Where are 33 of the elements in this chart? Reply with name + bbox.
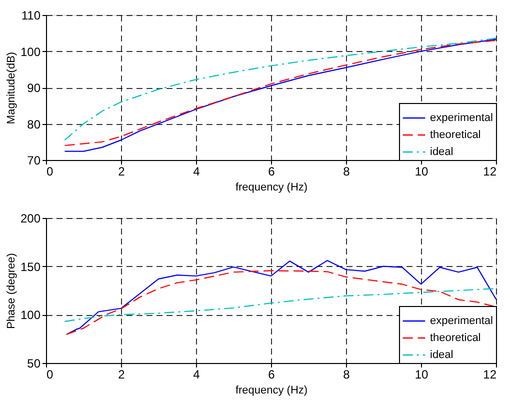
x-tick-label: 10 [414,164,428,178]
y-tick-label: 70 [27,154,41,168]
x-tick-label: 8 [343,164,350,178]
y-tick-label: 90 [27,81,41,95]
x-tick-label: 4 [193,368,200,382]
x-tick-label: 2 [118,164,126,178]
x-tick-label: 0 [46,164,54,178]
x-axis-title: frequency (Hz) [235,182,308,194]
y-tick-label: 200 [20,212,41,226]
x-axis-title: frequency (Hz) [235,384,308,396]
x-tick-label: 12 [483,164,497,178]
x-tick-label: 6 [268,368,276,382]
x-tick-label: 8 [343,368,350,382]
legend-label: ideal [430,146,454,158]
y-axis-title: Magnitude(dB) [5,52,18,124]
y-tick-label: 50 [27,356,41,370]
y-tick-label: 150 [20,260,41,274]
legend-label: experimental [430,315,493,327]
x-tick-label: 2 [118,368,126,382]
legend-label: theoretical [430,129,481,141]
x-tick-label: 10 [414,368,428,382]
legend-label: ideal [430,349,454,361]
x-tick-label: 4 [193,164,200,178]
legend-label: theoretical [430,332,481,344]
y-tick-label: 110 [21,8,41,22]
legend-label: experimental [430,112,493,124]
y-tick-label: 100 [20,44,41,59]
y-tick-label: 80 [27,117,41,132]
y-tick-label: 100 [20,308,41,322]
x-tick-label: 0 [46,368,54,382]
x-tick-label: 12 [483,368,497,382]
x-tick-label: 6 [268,164,276,178]
y-axis-title: Phase (degree) [5,253,18,329]
